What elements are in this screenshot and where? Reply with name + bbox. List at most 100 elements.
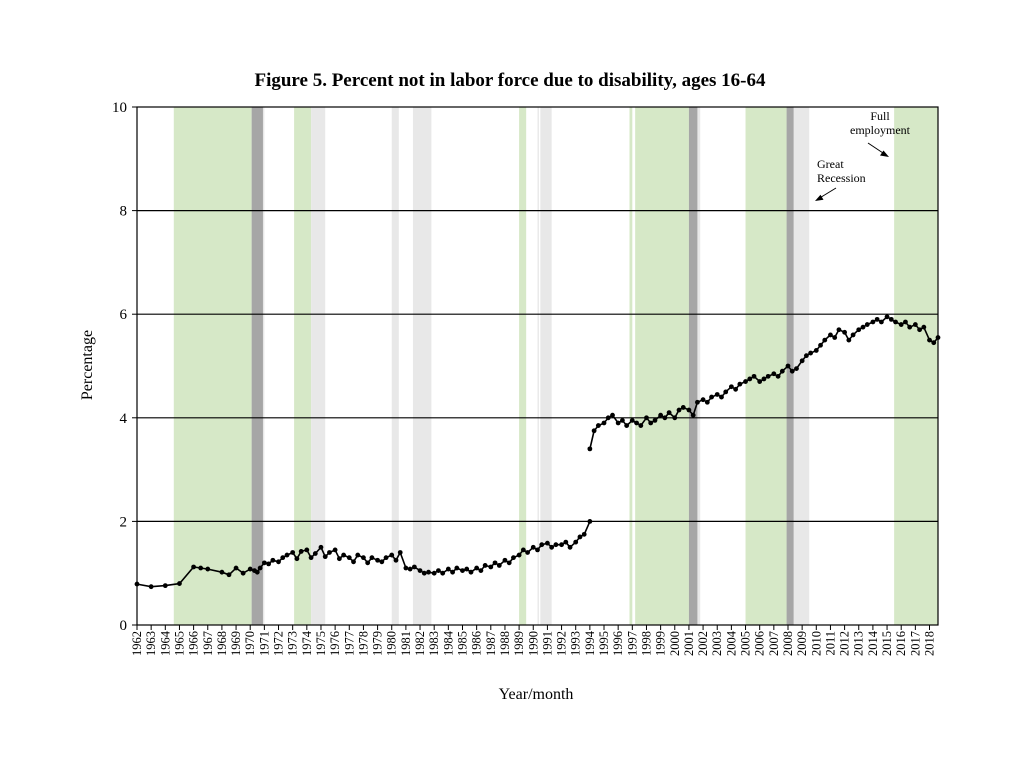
data-point [587, 519, 593, 524]
data-point [254, 569, 260, 575]
data-point [728, 384, 734, 390]
arrowhead [815, 194, 824, 201]
data-point [808, 350, 814, 356]
annotation-great-recession: Recession [817, 171, 866, 185]
data-point [680, 405, 686, 410]
data-point [488, 564, 494, 570]
data-point [304, 547, 310, 553]
data-point [162, 583, 168, 589]
x-tick-label: 1984 [441, 630, 455, 656]
data-point [605, 415, 611, 421]
y-tick-label: 6 [120, 307, 128, 323]
x-tick-label: 2002 [696, 631, 710, 656]
data-point [700, 397, 706, 403]
data-point [620, 417, 625, 423]
y-tick-label: 0 [120, 618, 128, 634]
data-point [318, 544, 324, 550]
x-tick-label: 1977 [342, 631, 356, 656]
data-point [361, 555, 366, 561]
data-point [856, 327, 862, 333]
data-point [478, 568, 484, 574]
post-recession-band [412, 107, 432, 625]
data-point [595, 423, 601, 428]
data-point [492, 560, 498, 566]
data-point [836, 327, 842, 333]
data-point [648, 420, 654, 426]
post-recession-band [311, 107, 326, 625]
x-tick-label: 1991 [540, 631, 554, 656]
x-tick-label: 2009 [795, 631, 809, 656]
data-point [553, 542, 559, 548]
data-point [690, 412, 696, 418]
data-point [686, 407, 692, 413]
data-point [799, 358, 805, 364]
data-point [870, 319, 876, 325]
x-tick-label: 1966 [187, 631, 201, 656]
data-point [431, 570, 437, 576]
x-tick-label: 1996 [611, 631, 625, 656]
data-point [779, 368, 785, 374]
x-tick-label: 2000 [668, 631, 682, 656]
gridlines [137, 210, 938, 523]
data-point [332, 547, 338, 553]
x-tick-label: 1993 [569, 631, 583, 656]
data-point [907, 324, 913, 330]
data-point [270, 557, 276, 563]
data-point [460, 568, 465, 574]
data-point [407, 566, 413, 572]
data-point [624, 423, 630, 428]
data-point [298, 549, 304, 554]
data-point [294, 556, 300, 562]
data-point [737, 381, 743, 387]
x-tick-label: 1980 [385, 631, 399, 656]
annotation-full-employment: employment [850, 123, 911, 137]
x-tick-label: 1975 [314, 631, 328, 656]
data-point [615, 420, 621, 426]
data-series [134, 314, 941, 590]
data-point [559, 542, 564, 548]
data-point [789, 368, 795, 374]
data-point [530, 544, 536, 550]
data-point [634, 420, 639, 426]
x-tick-label: 1987 [484, 631, 498, 656]
data-point [695, 399, 700, 405]
chart-title: Figure 5. Percent not in labor force due… [254, 70, 766, 91]
data-point [257, 565, 263, 571]
data-point [577, 534, 583, 540]
data-point [903, 319, 908, 325]
data-point [818, 342, 823, 348]
data-point [284, 552, 290, 558]
data-point [411, 564, 417, 570]
data-point [785, 363, 791, 369]
y-tick-label: 2 [120, 514, 128, 530]
x-tick-label: 2014 [866, 630, 880, 656]
y-tick-label: 4 [120, 411, 128, 427]
x-tick-label: 2017 [908, 631, 922, 656]
data-point [369, 555, 375, 561]
x-tick-label: 1995 [597, 631, 611, 656]
annotation-full-employment: Full [870, 109, 890, 123]
data-point [864, 322, 870, 327]
x-tick-label: 1979 [371, 631, 385, 656]
x-tick-label: 1990 [526, 631, 540, 656]
data-point [191, 564, 197, 570]
data-point [587, 446, 593, 452]
data-point [421, 570, 427, 576]
data-point [525, 550, 530, 555]
recession-band [251, 107, 263, 625]
full-employment-band [519, 107, 527, 625]
x-tick-label: 1967 [201, 631, 215, 656]
data-point [917, 327, 923, 333]
x-tick-label: 1999 [654, 631, 668, 656]
data-point [828, 332, 833, 338]
data-point [743, 379, 748, 384]
data-point [290, 550, 296, 555]
data-point [308, 555, 314, 561]
data-point [219, 569, 225, 575]
x-tick-label: 1969 [229, 631, 243, 656]
data-point [601, 420, 607, 426]
post-recession-band [537, 107, 539, 625]
x-tick-label: 1964 [158, 630, 172, 656]
data-point [355, 552, 361, 558]
data-point [539, 542, 545, 548]
